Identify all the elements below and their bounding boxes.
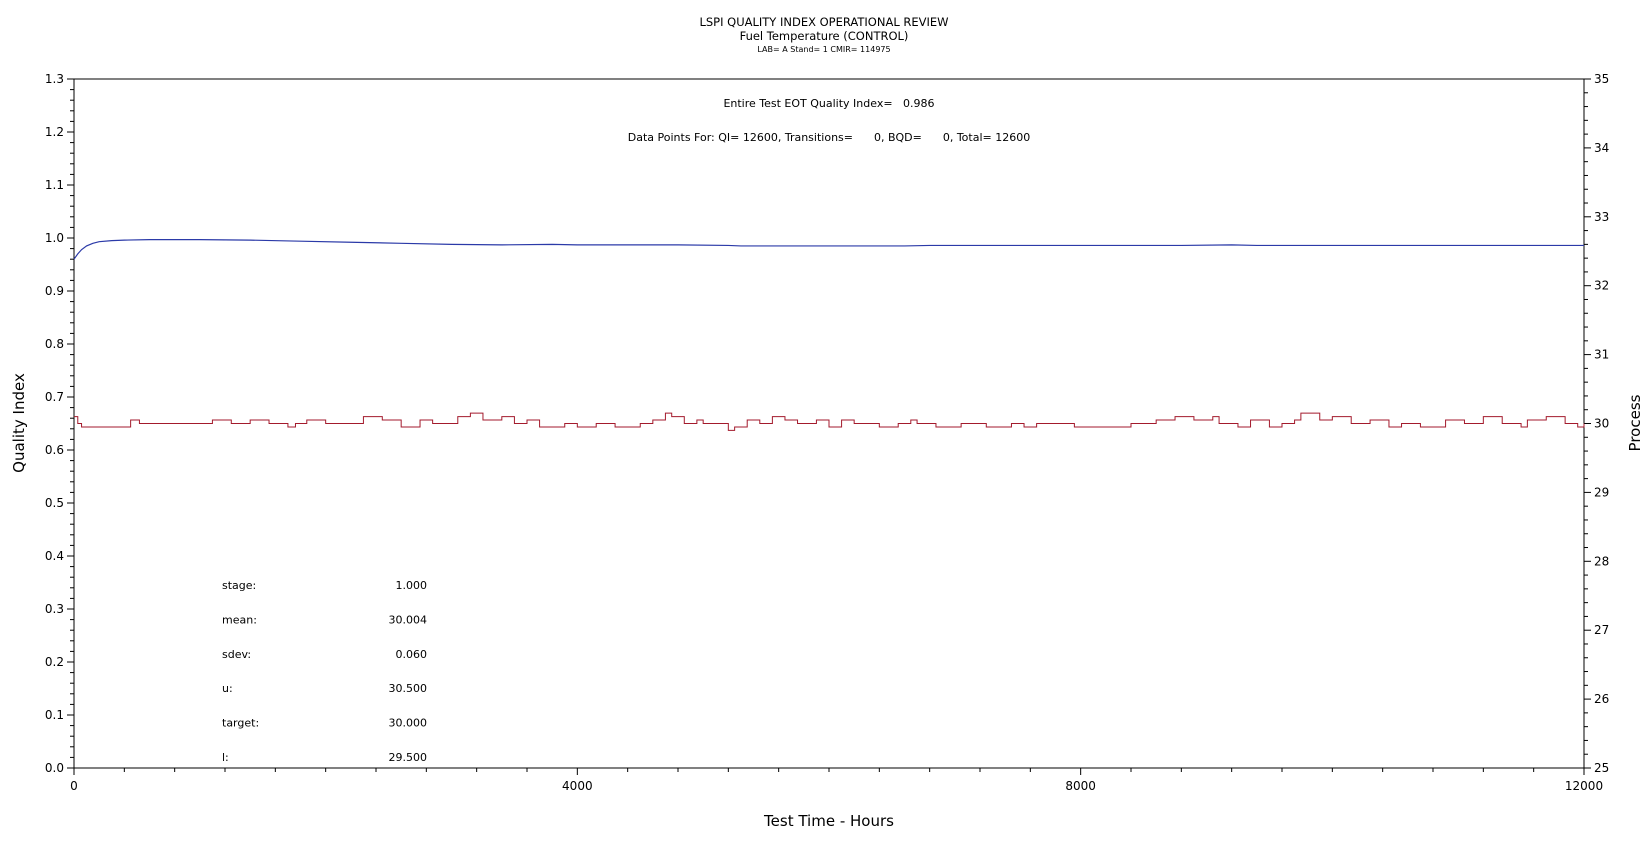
y-right-tick-label: 29	[1594, 485, 1609, 499]
series-layer	[73, 238, 1585, 431]
y-right-tick-label: 27	[1594, 623, 1609, 637]
y-left-axis-label: Quality Index	[10, 373, 28, 473]
x-tick-label: 0	[70, 779, 78, 793]
y-left-axis-ticks: 0.0 0.1 0.2 0.3 0.4 0.5 0.6 0.7 0.8 0.9 1.0 1.1 1.2 1…	[45, 72, 74, 775]
stat-label: stage:	[222, 579, 256, 592]
x-tick-label: 12000	[1565, 779, 1603, 793]
stat-label: mean:	[222, 613, 257, 626]
y-left-tick-label: 0.6	[45, 443, 64, 457]
y-left-tick-label: 0.1	[45, 708, 64, 722]
y-left-tick-label: 1.3	[45, 72, 64, 86]
stat-value: 29.500	[389, 751, 428, 764]
y-right-tick-label: 25	[1594, 761, 1609, 775]
quality-index-line	[73, 238, 1584, 260]
y-left-tick-label: 0.0	[45, 761, 64, 775]
y-left-tick-label: 1.0	[45, 231, 64, 245]
stat-label: l:	[222, 751, 229, 764]
y-left-tick-label: 1.2	[45, 125, 64, 139]
stat-value: 30.000	[389, 717, 428, 730]
y-right-tick-label: 30	[1594, 417, 1609, 431]
x-axis-label: Test Time - Hours	[763, 812, 894, 830]
stat-value: 30.004	[389, 613, 428, 626]
stat-label: sdev:	[222, 648, 251, 661]
stat-label: u:	[222, 682, 233, 695]
y-left-tick-label: 0.9	[45, 284, 64, 298]
y-right-tick-label: 26	[1594, 692, 1609, 706]
y-left-tick-label: 0.4	[45, 549, 64, 563]
stat-label: target:	[222, 717, 259, 730]
chart-subtitle: Fuel Temperature (CONTROL)	[740, 29, 909, 43]
y-right-tick-label: 35	[1594, 72, 1609, 86]
chart-info: LAB= A Stand= 1 CMIR= 114975	[757, 45, 890, 54]
y-left-tick-label: 0.2	[45, 655, 64, 669]
stats-block: stage: 1.000 mean: 30.004 sdev: 0.060 u: 30.500…	[222, 579, 427, 764]
y-right-axis-label: Process	[1626, 394, 1644, 451]
y-left-tick-label: 0.8	[45, 337, 64, 351]
y-left-tick-label: 0.5	[45, 496, 64, 510]
stat-value: 30.500	[389, 682, 428, 695]
y-right-tick-label: 28	[1594, 554, 1609, 568]
y-right-tick-label: 31	[1594, 348, 1609, 362]
y-right-tick-label: 34	[1594, 141, 1609, 155]
x-axis-ticks: 0 4000 8000 12000	[70, 768, 1603, 793]
process-line	[74, 412, 1585, 431]
x-tick-label: 4000	[562, 779, 593, 793]
y-right-axis-ticks: 25 26 27 28 29 30 31 32 33 34 35	[1584, 72, 1609, 775]
data-points-annotation: Data Points For: QI= 12600, Transitions=…	[628, 131, 1030, 144]
y-right-tick-label: 32	[1594, 279, 1609, 293]
x-tick-label: 8000	[1065, 779, 1096, 793]
y-left-tick-label: 0.7	[45, 390, 64, 404]
y-left-tick-label: 0.3	[45, 602, 64, 616]
chart-title: LSPI QUALITY INDEX OPERATIONAL REVIEW	[699, 15, 948, 29]
y-left-tick-label: 1.1	[45, 178, 64, 192]
stat-value: 0.060	[396, 648, 428, 661]
stat-value: 1.000	[396, 579, 428, 592]
quality-index-annotation: Entire Test EOT Quality Index= 0.986	[723, 97, 934, 110]
y-right-tick-label: 33	[1594, 210, 1609, 224]
